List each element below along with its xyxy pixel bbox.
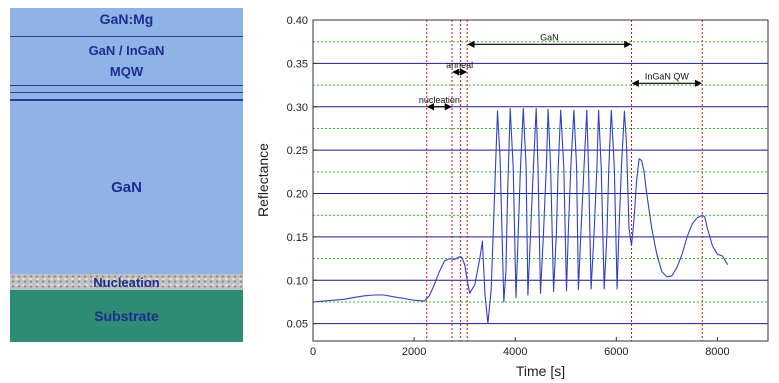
layer-gan: GaN (10, 100, 243, 274)
y-tick-label-7: 0.40 (287, 15, 308, 27)
x-tick-label-0: 0 (310, 346, 316, 358)
layer-stack-diagram: GaN:Mg GaN / InGaN MQW GaN Nucleation Su… (10, 8, 243, 342)
y-tick-label-1: 0.10 (287, 275, 308, 287)
x-tick-label-2: 4000 (503, 346, 527, 358)
y-tick-label-0: 0.05 (287, 319, 308, 331)
y-tick-label-5: 0.30 (287, 102, 308, 114)
layer-substrate-label: Substrate (94, 308, 159, 324)
x-tick-label-3: 6000 (604, 346, 628, 358)
axis-ticks: 0.05 0.10 0.15 0.20 0.25 0.30 0.35 0.40 0 2000 400… (287, 15, 730, 358)
x-axis-label: Time [s] (516, 363, 565, 379)
x-tick-label-4: 8000 (705, 346, 729, 358)
layer-nucleation-label: Nucleation (93, 274, 160, 290)
x-tick-label-1: 2000 (402, 346, 426, 358)
annotations: nucleation anneal GaN InGaN QW (419, 32, 703, 111)
series-group (312, 107, 729, 325)
layer-nucleation: Nucleation (10, 274, 243, 290)
y-axis-label: Reflectance (255, 143, 271, 217)
layer-substrate: Substrate (10, 290, 243, 342)
layer-gan-mg-label: GaN:Mg (99, 11, 154, 27)
plot-frame (312, 19, 769, 342)
y-tick-label-4: 0.25 (287, 145, 308, 157)
layer-gan-ingan-label: GaN / InGaN (88, 42, 165, 58)
y-tick-label-2: 0.15 (287, 232, 308, 244)
layer-mqw: MQW (10, 64, 243, 79)
annotation-label-2: GaN (540, 32, 559, 42)
layer-gan-mg: GaN:Mg (10, 8, 243, 30)
series-line-0 (312, 107, 729, 325)
layer-gan-ingan: GaN / InGaN (10, 42, 243, 58)
layer-gan-label: GaN (111, 179, 142, 196)
annotation-label-0: nucleation (419, 95, 460, 105)
layer-mqw-label: MQW (109, 64, 144, 79)
annotation-label-3: InGaN QW (645, 71, 690, 81)
annotation-label-1: anneal (446, 60, 473, 70)
y-tick-label-3: 0.20 (287, 189, 308, 201)
y-tick-label-6: 0.35 (287, 58, 308, 70)
